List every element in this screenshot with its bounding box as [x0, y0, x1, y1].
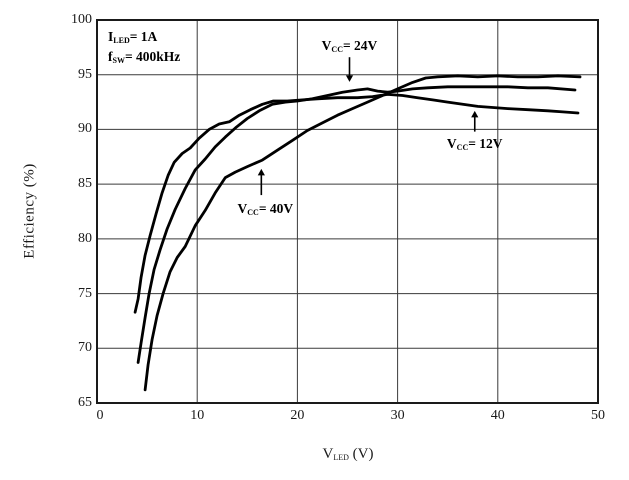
- y-tick-label: 100: [71, 12, 92, 27]
- curve-vcc-24v: [136, 85, 577, 364]
- y-tick-label: 95: [78, 66, 92, 82]
- x-axis-label-unit: (V): [348, 446, 374, 462]
- y-tick-label: 85: [78, 176, 92, 192]
- x-axis-label: VLED (V): [323, 446, 374, 463]
- annotation-arrowhead: [257, 168, 265, 176]
- condition-led-current: ILED= 1A: [108, 29, 180, 49]
- label-symbol: V: [237, 201, 248, 217]
- y-axis-label: Efficiency (%): [21, 163, 38, 259]
- label-value: = 12V: [468, 135, 503, 151]
- label-symbol: V: [446, 135, 457, 151]
- condition-value: = 1A: [129, 29, 158, 44]
- y-tick-label: 70: [78, 340, 92, 356]
- y-tick-label: 65: [78, 395, 92, 410]
- x-tick-label: 50: [591, 408, 605, 423]
- x-axis-label-subscript: LED: [333, 453, 349, 462]
- x-tick-label: 0: [96, 408, 104, 423]
- curve-label-vcc-12v: VCC= 12V: [447, 136, 503, 152]
- condition-subscript: LED: [113, 36, 130, 45]
- x-tick-label: 30: [390, 408, 405, 423]
- y-tick-label: 75: [78, 285, 92, 301]
- condition-switching-frequency: fSW= 400kHz: [108, 49, 180, 69]
- y-tick-label: 90: [78, 121, 92, 137]
- label-subscript: CC: [456, 142, 469, 152]
- condition-subscript: SW: [112, 56, 125, 65]
- annotation-arrowhead: [345, 75, 354, 82]
- condition-value: = 400kHz: [124, 49, 181, 64]
- y-tick-label: 80: [78, 230, 92, 246]
- label-value: = 40V: [258, 201, 294, 217]
- curve-label-vcc-24v: VCC= 24V: [322, 38, 378, 54]
- label-symbol: V: [321, 38, 332, 54]
- condition-symbol: I: [108, 29, 114, 44]
- test-conditions: ILED= 1A fSW= 400kHz: [108, 29, 180, 69]
- curve-vcc-12v: [133, 93, 580, 314]
- x-axis-label-symbol: V: [322, 446, 334, 462]
- x-tick-label: 40: [490, 408, 505, 423]
- x-tick-label: 20: [290, 408, 305, 423]
- curve-vcc-40v: [143, 74, 582, 392]
- label-subscript: CC: [331, 45, 343, 55]
- condition-symbol: f: [108, 49, 113, 64]
- plot-border: [96, 19, 599, 404]
- annotation-arrowhead: [471, 110, 479, 118]
- label-subscript: CC: [247, 208, 259, 218]
- x-tick-label: 10: [190, 408, 205, 423]
- label-value: = 24V: [342, 38, 378, 54]
- curve-label-vcc-40v: VCC= 40V: [238, 201, 294, 217]
